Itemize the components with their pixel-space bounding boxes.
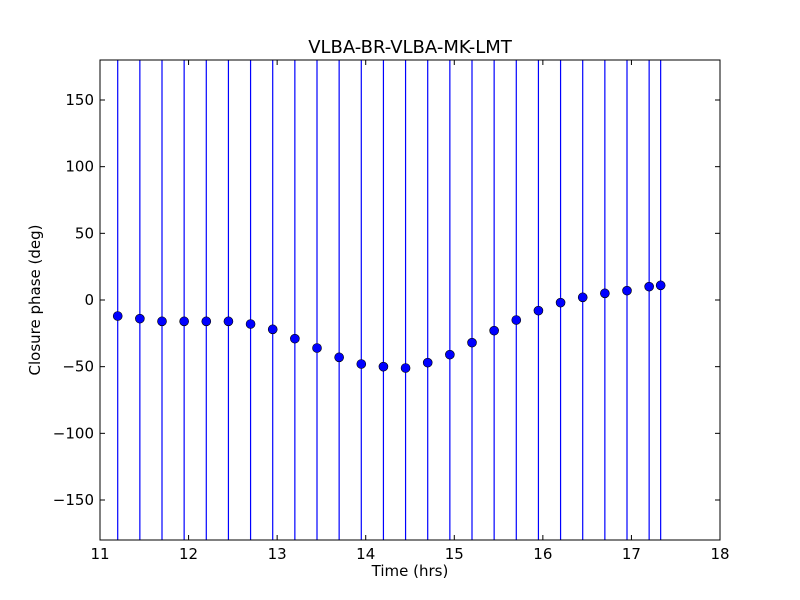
- y-tick-label: 0: [84, 291, 94, 309]
- data-point: [400, 363, 411, 373]
- x-tick-label: 11: [90, 545, 109, 563]
- data-point: [334, 352, 344, 363]
- data-point: [533, 305, 544, 316]
- data-point: [135, 313, 145, 324]
- data-point: [511, 315, 522, 325]
- x-tick-label: 16: [533, 545, 552, 563]
- data-point: [445, 349, 455, 360]
- data-point: [312, 343, 322, 353]
- y-tick-label: 50: [75, 224, 94, 242]
- y-axis-label: Closure phase (deg): [26, 225, 44, 376]
- data-point: [290, 333, 300, 344]
- x-tick-label: 13: [268, 545, 287, 563]
- data-point: [378, 361, 389, 372]
- x-tick-label: 14: [356, 545, 375, 563]
- data-point: [655, 280, 666, 291]
- error-bars: [117, 60, 662, 540]
- y-tick-label: −50: [62, 358, 94, 376]
- data-point: [467, 337, 477, 348]
- data-point: [356, 359, 367, 369]
- data-point: [201, 316, 212, 327]
- data-point: [489, 325, 499, 336]
- data-point: [245, 319, 256, 329]
- y-axis: −150 −100 −50 0 50 100 150: [53, 91, 720, 509]
- data-point: [555, 297, 566, 308]
- x-tick-label: 18: [710, 545, 729, 563]
- data-point: [644, 281, 654, 292]
- data-point: [112, 311, 123, 321]
- x-axis-label: Time (hrs): [371, 562, 449, 580]
- data-point: [223, 316, 234, 327]
- y-tick-label: 100: [65, 158, 94, 176]
- data-point: [622, 285, 632, 296]
- data-point: [422, 357, 433, 368]
- x-tick-label: 15: [445, 545, 464, 563]
- chart-title: VLBA-BR-VLBA-MK-LMT: [308, 37, 513, 58]
- x-tick-label: 12: [179, 545, 198, 563]
- x-tick-label: 17: [622, 545, 641, 563]
- y-tick-label: −150: [53, 491, 94, 509]
- x-axis: 11 12 13 14 15 16 17 18: [90, 60, 730, 563]
- y-tick-label: −100: [53, 424, 94, 442]
- data-point: [577, 292, 588, 303]
- data-point: [179, 316, 189, 327]
- y-tick-label: 150: [65, 91, 94, 109]
- data-point: [157, 316, 167, 327]
- data-point: [600, 288, 610, 299]
- data-point: [267, 324, 278, 335]
- data-points: [112, 280, 666, 373]
